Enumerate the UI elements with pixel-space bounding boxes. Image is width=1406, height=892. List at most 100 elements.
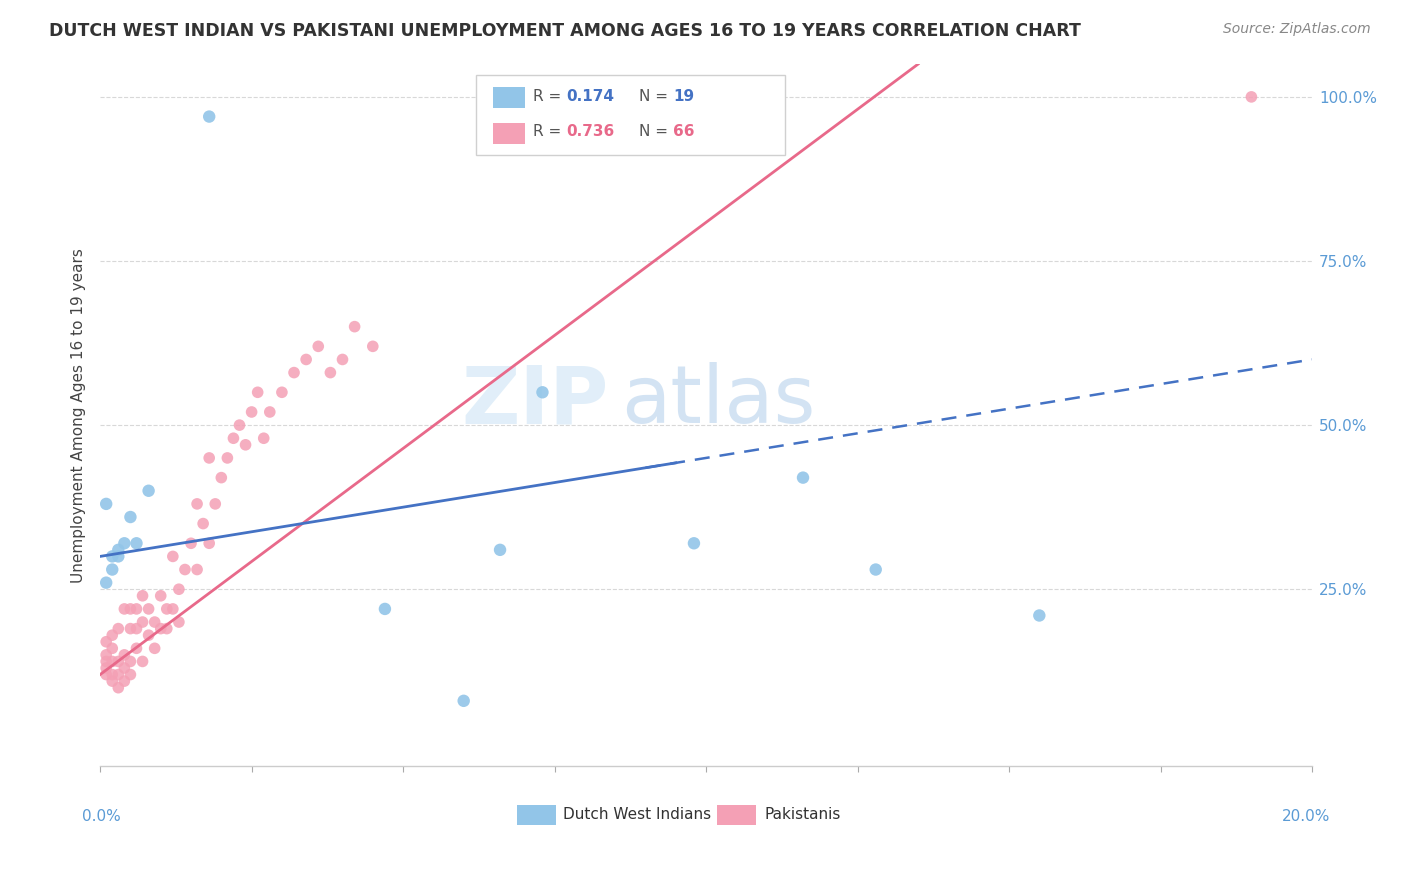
Point bbox=[112, 602, 135, 616]
Point bbox=[131, 589, 153, 603]
Text: 19: 19 bbox=[673, 89, 695, 104]
Point bbox=[683, 536, 706, 550]
Point bbox=[101, 667, 124, 681]
Point bbox=[167, 582, 190, 597]
Point bbox=[374, 602, 396, 616]
Point bbox=[198, 450, 221, 465]
Point bbox=[235, 438, 257, 452]
Point bbox=[174, 562, 197, 576]
Text: N =: N = bbox=[640, 89, 673, 104]
FancyBboxPatch shape bbox=[717, 805, 756, 825]
Text: Source: ZipAtlas.com: Source: ZipAtlas.com bbox=[1223, 22, 1371, 37]
Point bbox=[240, 405, 263, 419]
Text: Dutch West Indians: Dutch West Indians bbox=[562, 807, 711, 822]
Point bbox=[162, 602, 184, 616]
Point bbox=[186, 562, 208, 576]
Point bbox=[531, 385, 554, 400]
Point bbox=[96, 634, 118, 648]
Point bbox=[120, 622, 142, 636]
Point bbox=[319, 366, 342, 380]
Point bbox=[204, 497, 226, 511]
FancyBboxPatch shape bbox=[517, 805, 555, 825]
Point bbox=[271, 385, 294, 400]
Point bbox=[96, 661, 118, 675]
Text: ZIP: ZIP bbox=[461, 362, 609, 441]
Point bbox=[865, 562, 887, 576]
Point bbox=[107, 681, 129, 695]
Point bbox=[101, 628, 124, 642]
Point bbox=[156, 622, 179, 636]
Point bbox=[332, 352, 354, 367]
Text: 0.0%: 0.0% bbox=[82, 809, 121, 823]
Point bbox=[138, 483, 160, 498]
Text: 0.736: 0.736 bbox=[567, 125, 614, 139]
Text: R =: R = bbox=[533, 89, 565, 104]
FancyBboxPatch shape bbox=[475, 75, 785, 155]
Text: N =: N = bbox=[640, 125, 673, 139]
Point bbox=[138, 602, 160, 616]
Text: Pakistanis: Pakistanis bbox=[765, 807, 841, 822]
Point bbox=[217, 450, 239, 465]
Point bbox=[125, 602, 148, 616]
Point bbox=[259, 405, 281, 419]
Point bbox=[180, 536, 202, 550]
Point bbox=[198, 536, 221, 550]
Point bbox=[107, 622, 129, 636]
Point bbox=[112, 661, 135, 675]
Point bbox=[101, 655, 124, 669]
Point bbox=[131, 655, 153, 669]
Point bbox=[222, 431, 245, 445]
Point bbox=[120, 602, 142, 616]
Point bbox=[96, 667, 118, 681]
Point bbox=[162, 549, 184, 564]
Point bbox=[112, 674, 135, 689]
Point bbox=[125, 641, 148, 656]
Point bbox=[295, 352, 318, 367]
Point bbox=[246, 385, 269, 400]
Point bbox=[143, 641, 166, 656]
Point bbox=[149, 622, 172, 636]
Point bbox=[107, 542, 129, 557]
Text: 0.174: 0.174 bbox=[567, 89, 614, 104]
FancyBboxPatch shape bbox=[492, 122, 526, 144]
Text: 66: 66 bbox=[673, 125, 695, 139]
Point bbox=[107, 667, 129, 681]
Point bbox=[792, 470, 814, 484]
Point bbox=[120, 667, 142, 681]
Point bbox=[101, 641, 124, 656]
Point bbox=[186, 497, 208, 511]
Text: atlas: atlas bbox=[621, 362, 815, 441]
Point bbox=[191, 516, 214, 531]
FancyBboxPatch shape bbox=[492, 87, 526, 108]
Y-axis label: Unemployment Among Ages 16 to 19 years: Unemployment Among Ages 16 to 19 years bbox=[72, 248, 86, 582]
Point bbox=[143, 615, 166, 629]
Point bbox=[125, 536, 148, 550]
Point bbox=[138, 628, 160, 642]
Point bbox=[253, 431, 276, 445]
Point bbox=[307, 339, 329, 353]
Point bbox=[107, 549, 129, 564]
Point bbox=[228, 418, 250, 433]
Text: 20.0%: 20.0% bbox=[1282, 809, 1330, 823]
Point bbox=[489, 542, 512, 557]
Point bbox=[1240, 90, 1263, 104]
Point bbox=[131, 615, 153, 629]
Point bbox=[120, 510, 142, 524]
Point bbox=[156, 602, 179, 616]
Point bbox=[96, 648, 118, 662]
Point bbox=[96, 655, 118, 669]
Point bbox=[101, 549, 124, 564]
Point bbox=[120, 655, 142, 669]
Text: R =: R = bbox=[533, 125, 565, 139]
Point bbox=[283, 366, 305, 380]
Point bbox=[112, 536, 135, 550]
Text: DUTCH WEST INDIAN VS PAKISTANI UNEMPLOYMENT AMONG AGES 16 TO 19 YEARS CORRELATIO: DUTCH WEST INDIAN VS PAKISTANI UNEMPLOYM… bbox=[49, 22, 1081, 40]
Point bbox=[361, 339, 384, 353]
Point bbox=[1028, 608, 1050, 623]
Point bbox=[209, 470, 232, 484]
Point bbox=[101, 674, 124, 689]
Point bbox=[198, 110, 221, 124]
Point bbox=[96, 497, 118, 511]
Point bbox=[453, 694, 475, 708]
Point bbox=[343, 319, 366, 334]
